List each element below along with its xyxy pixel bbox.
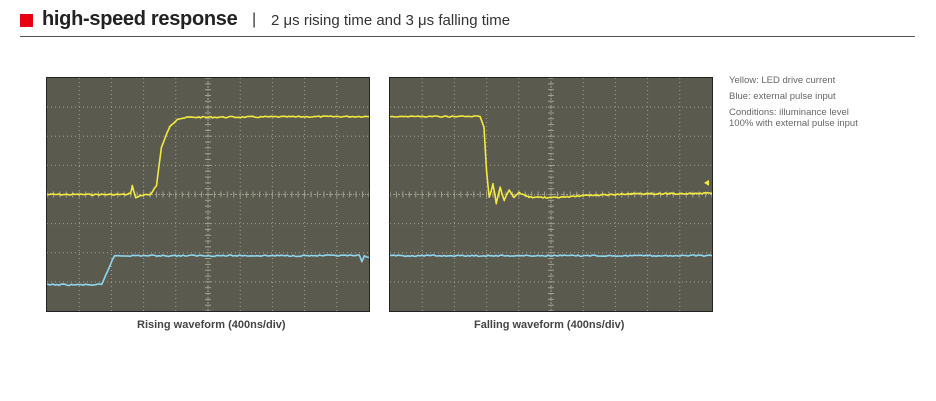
section-title: high-speed response (42, 8, 238, 30)
yellow-trace-line (47, 115, 369, 199)
blue-trace-note: Blue: external pulse input (729, 91, 836, 102)
section-subtitle: 2 μs rising time and 3 μs falling time (271, 12, 511, 29)
blue-trace-line (47, 254, 369, 287)
conditions-note-line2: 100% with external pulse input (729, 118, 858, 129)
section-header: high-speed response | 2 μs rising time a… (20, 8, 915, 37)
blue-trace-line (390, 254, 712, 258)
red-square-icon (20, 14, 33, 27)
falling-waveform-caption: Falling waveform (400ns/div) (474, 319, 625, 331)
yellow-trace-note: Yellow: LED drive current (729, 75, 836, 86)
rising-waveform-plot (47, 78, 369, 311)
title-separator: | (252, 11, 257, 28)
rising-waveform-caption: Rising waveform (400ns/div) (137, 319, 286, 331)
legend-notes: Yellow: LED drive current Blue: external… (729, 75, 858, 129)
falling-waveform-scope (389, 77, 713, 312)
rising-waveform-scope (46, 77, 370, 312)
trigger-marker-icon (704, 179, 709, 186)
conditions-note-line1: Conditions: illuminance level (729, 107, 849, 118)
falling-waveform-plot (390, 78, 712, 311)
yellow-trace-line (390, 115, 712, 205)
